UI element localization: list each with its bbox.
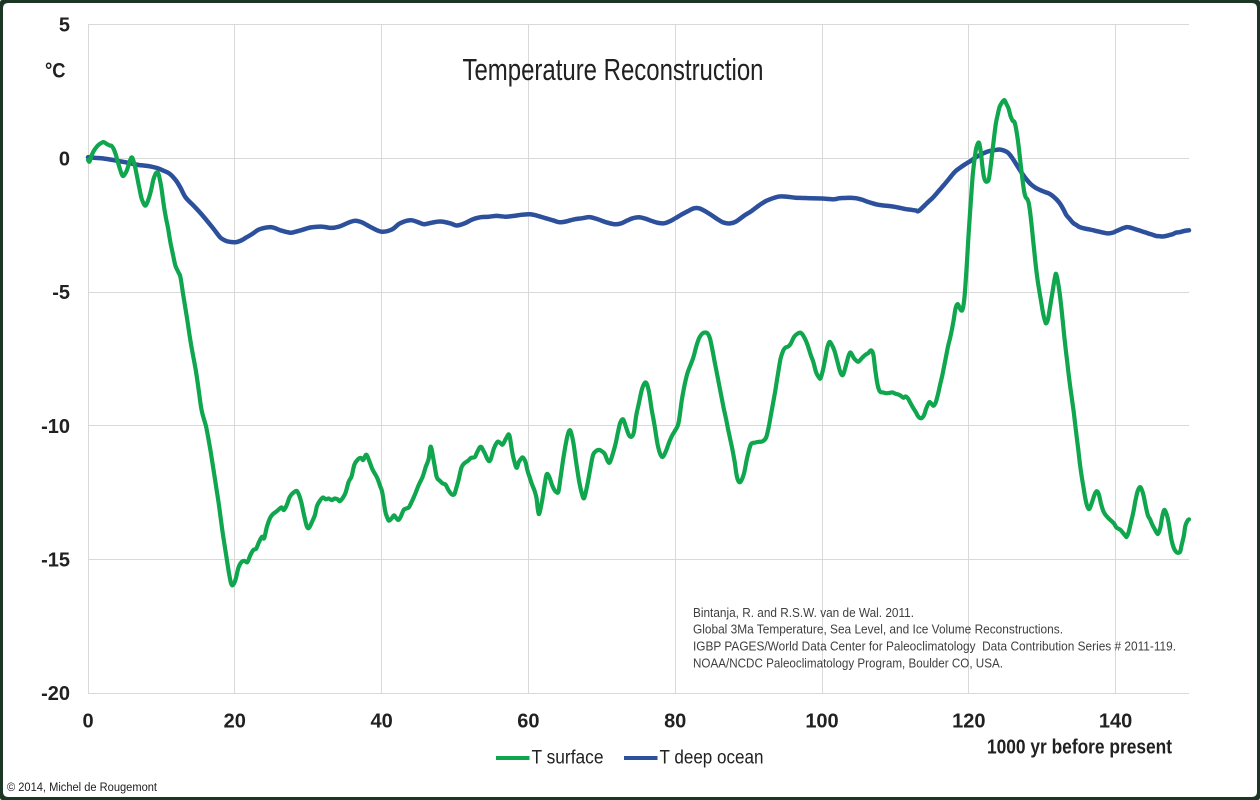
- svg-text:°C: °C: [45, 59, 66, 83]
- svg-text:-20: -20: [41, 683, 70, 705]
- svg-text:20: 20: [224, 711, 246, 733]
- svg-text:5: 5: [59, 15, 70, 37]
- svg-text:-15: -15: [41, 550, 70, 572]
- svg-text:0: 0: [59, 148, 70, 170]
- svg-text:60: 60: [517, 711, 539, 733]
- svg-text:-5: -5: [52, 282, 70, 304]
- svg-text:© 2014, Michel de Rougemont: © 2014, Michel de Rougemont: [7, 782, 158, 794]
- svg-text:80: 80: [664, 711, 686, 733]
- svg-text:0: 0: [82, 711, 93, 733]
- svg-text:T surface: T surface: [532, 748, 604, 769]
- svg-text:1000 yr before present: 1000 yr before present: [987, 737, 1172, 759]
- svg-text:T deep ocean: T deep ocean: [660, 748, 764, 769]
- svg-text:Global 3Ma Temperature, Sea Le: Global 3Ma Temperature, Sea Level, and I…: [693, 623, 1063, 637]
- svg-text:140: 140: [1099, 711, 1132, 733]
- svg-text:IGBP PAGES/World Data Center f: IGBP PAGES/World Data Center for Paleocl…: [693, 640, 1176, 654]
- svg-text:Bintanja, R. and R.S.W. van de: Bintanja, R. and R.S.W. van de Wal. 2011…: [693, 606, 914, 620]
- svg-text:Temperature Reconstruction: Temperature Reconstruction: [463, 52, 764, 87]
- svg-text:NOAA/NCDC Paleoclimatology Pro: NOAA/NCDC Paleoclimatology Program, Boul…: [693, 656, 1003, 670]
- svg-text:120: 120: [952, 711, 985, 733]
- svg-text:100: 100: [805, 711, 838, 733]
- svg-text:-10: -10: [41, 416, 70, 438]
- svg-text:40: 40: [370, 711, 392, 733]
